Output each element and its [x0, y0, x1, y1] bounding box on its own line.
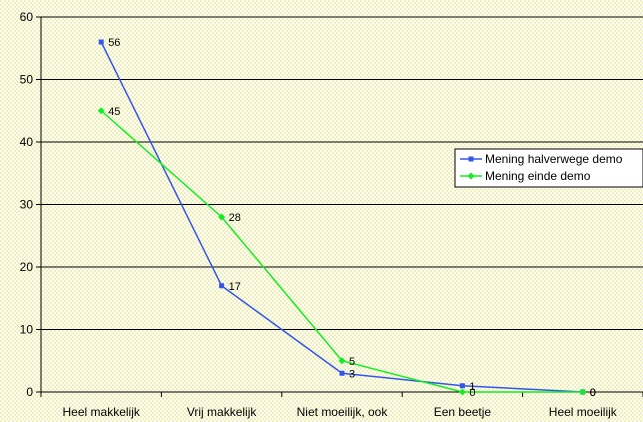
legend: Mening halverwege demo Mening einde demo — [454, 148, 643, 188]
gridlines — [41, 16, 643, 330]
data-label: 3 — [349, 368, 355, 380]
data-label: 17 — [229, 281, 241, 293]
legend-item: Mening einde demo — [460, 169, 591, 183]
legend-box — [454, 148, 643, 188]
data-point — [98, 39, 104, 45]
x-tick-label: Heel moeilijk — [549, 405, 618, 419]
data-label: 45 — [108, 106, 120, 118]
data-point — [467, 172, 475, 180]
data-label: 28 — [229, 212, 241, 224]
data-point — [468, 156, 474, 162]
data-label: 1 — [469, 381, 475, 393]
data-label: 0 — [590, 387, 596, 399]
x-tick-label: Een beetje — [434, 405, 492, 419]
y-tick-label: 60 — [20, 10, 34, 24]
x-tick-label: Vrij makkelijk — [187, 405, 258, 419]
y-tick-label: 10 — [20, 323, 34, 337]
data-point — [97, 107, 105, 115]
data-point — [218, 213, 226, 221]
legend-label: Mening einde demo — [485, 169, 591, 183]
data-label: 56 — [108, 37, 120, 49]
data-point — [338, 357, 346, 365]
y-tick-labels: 0 10 20 30 40 50 60 — [20, 10, 34, 399]
data-label: 0 — [590, 387, 596, 399]
y-tick-label: 40 — [20, 135, 34, 149]
y-tick-label: 30 — [20, 198, 34, 212]
y-tick-label: 0 — [26, 385, 33, 399]
series-2: 45 28 5 0 0 — [97, 106, 596, 399]
data-point — [219, 283, 225, 289]
legend-label: Mening halverwege demo — [485, 152, 623, 166]
legend-item: Mening halverwege demo — [460, 152, 623, 166]
data-point — [459, 383, 465, 389]
data-label: 5 — [349, 356, 355, 368]
data-label: 0 — [469, 387, 475, 399]
y-tick-label: 20 — [20, 260, 34, 274]
data-point — [458, 388, 466, 396]
y-tick-label: 50 — [20, 73, 34, 87]
data-point — [339, 370, 345, 376]
x-tick-labels: Heel makkelijk Vrij makkelijk Niet moeilij… — [63, 405, 618, 419]
x-tick-label: Heel makkelijk — [63, 405, 141, 419]
data-point — [579, 388, 587, 396]
x-tick-label: Niet moeilijk, ook — [297, 405, 389, 419]
